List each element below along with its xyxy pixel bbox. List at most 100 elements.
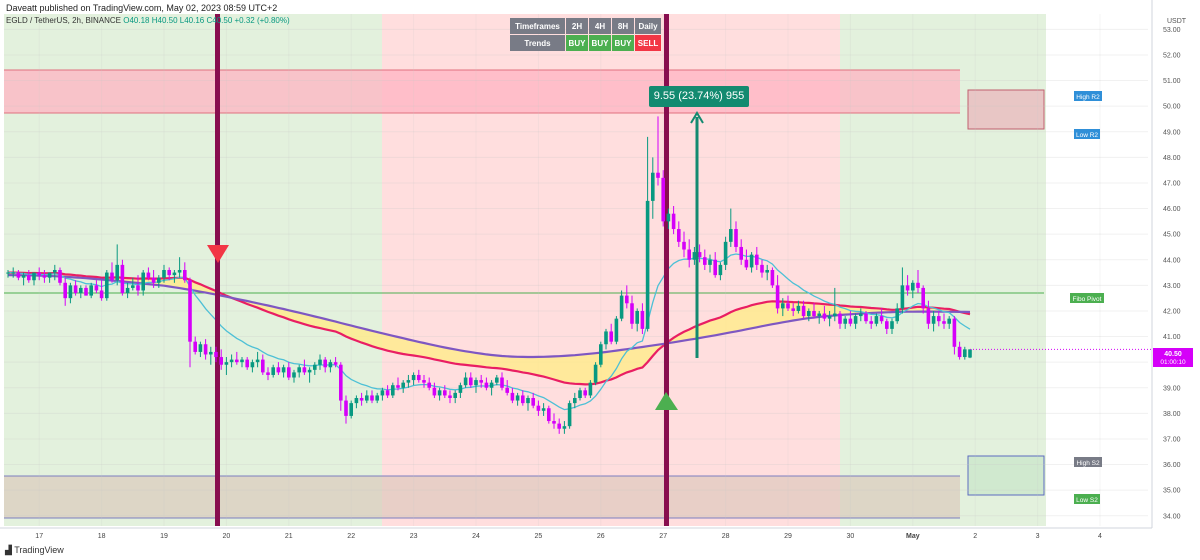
candle-body (240, 359, 244, 363)
ema-red-line (8, 271, 971, 386)
ohlc-close: C40.50 (206, 16, 233, 25)
last-price-countdown: 01:00:10 (1160, 359, 1186, 366)
candle-body (469, 377, 473, 386)
buy-arrow-icon[interactable] (655, 392, 678, 410)
candle-body (822, 313, 827, 319)
candle-body (562, 426, 567, 429)
ema-cloud-upper (8, 272, 970, 385)
candle-body (385, 390, 390, 396)
candle-body (583, 390, 587, 396)
price-tick-label: 39.00 (1163, 385, 1181, 392)
candle-body (687, 249, 691, 260)
candle-body (963, 349, 967, 358)
candle-body (911, 282, 915, 291)
time-tick-label: 24 (472, 533, 480, 540)
candle-body (281, 367, 286, 373)
candle-body (339, 364, 343, 401)
candle-body (302, 367, 307, 373)
candle-body (531, 398, 535, 406)
price-axis[interactable] (1152, 0, 1200, 528)
candle-body (453, 392, 457, 398)
candle-body (677, 229, 681, 242)
trend-4h: BUY (589, 35, 611, 51)
candle-body (853, 316, 858, 324)
candle-body (682, 241, 686, 250)
price-tick-label: 36.00 (1163, 462, 1181, 469)
tradingview-logo: ▟ TradingView (5, 545, 64, 556)
candle-body (172, 272, 177, 276)
candle-body (609, 331, 613, 342)
high-s2-tag (1074, 457, 1102, 467)
candle-body (957, 346, 962, 358)
candle-body (885, 321, 889, 329)
candle-body (474, 380, 478, 386)
candle-body (365, 395, 369, 401)
low-r2-label: Low R2 (1076, 132, 1098, 139)
candle-body (817, 313, 821, 317)
tf-4h: 4H (589, 18, 611, 34)
candle-body (614, 318, 619, 342)
candle-body (827, 316, 832, 319)
candle-body (219, 357, 223, 365)
candle-body (593, 364, 598, 383)
time-tick-label: 27 (659, 533, 667, 540)
fibo-pivot-label: Fibo Pivot (1073, 296, 1102, 303)
candle-body (437, 390, 442, 396)
measure-label[interactable]: 9.55 (23.74%) 955 (649, 86, 749, 107)
ohlc-high: H40.50 (151, 16, 178, 25)
timeframes-header: Timeframes (510, 18, 565, 34)
last-price-tag[interactable] (1153, 348, 1193, 367)
candle-body (16, 272, 21, 278)
candle-body (697, 252, 702, 258)
price-tick-label: 45.00 (1163, 232, 1181, 239)
candle-body (708, 259, 712, 265)
candle-body (604, 331, 608, 345)
candle-body (926, 308, 931, 324)
r2-box (967, 89, 1045, 130)
candle-body (266, 372, 270, 375)
candle-body (131, 285, 135, 288)
timeframes-row: Timeframes 2H 4H 8H Daily (510, 18, 661, 34)
time-tick-label: 28 (722, 533, 730, 540)
candle-body (968, 349, 972, 358)
candle-body (666, 213, 671, 222)
candle-body (37, 272, 41, 276)
sell-arrow-icon[interactable] (207, 245, 229, 263)
candle-body (796, 305, 801, 311)
candle-body (235, 359, 239, 363)
candle-body (380, 390, 385, 396)
candle-body (869, 321, 873, 324)
candle-body (801, 305, 806, 317)
candle-body (760, 264, 764, 273)
symbol-legend: EGLD / TetherUS, 2h, BINANCE O40.18 H40.… (6, 16, 290, 25)
candle-body (874, 316, 879, 324)
candle-body (578, 390, 582, 398)
time-tick-label: 26 (597, 533, 605, 540)
time-tick-label: 20 (223, 533, 231, 540)
candle-body (838, 313, 842, 324)
time-tick-label: 21 (285, 533, 293, 540)
candle-body (489, 382, 494, 388)
price-tick-label: 46.00 (1163, 206, 1181, 213)
candle-body (775, 285, 780, 309)
candle-body (198, 344, 203, 352)
price-tick-label: 35.00 (1163, 488, 1181, 495)
candle-body (942, 321, 946, 324)
candle-body (661, 177, 665, 222)
candle-body (115, 264, 119, 281)
candle-body (110, 272, 114, 281)
candle-body (521, 395, 525, 404)
candle-body (599, 344, 603, 365)
fibo-pivot-tag (1070, 293, 1104, 303)
symbol-pair[interactable]: EGLD / TetherUS, 2h, BINANCE (6, 16, 122, 25)
candle-body (328, 362, 333, 368)
time-tick-label: 23 (410, 533, 418, 540)
time-axis[interactable] (0, 528, 1152, 544)
candle-body (245, 359, 249, 368)
price-axis-labels: 34.0035.0036.0037.0038.0039.0040.0041.00… (1163, 27, 1181, 520)
low-s2-tag (1074, 494, 1100, 504)
price-tick-label: 51.00 (1163, 78, 1181, 85)
candle-body (905, 285, 910, 291)
candle-body (411, 374, 416, 381)
